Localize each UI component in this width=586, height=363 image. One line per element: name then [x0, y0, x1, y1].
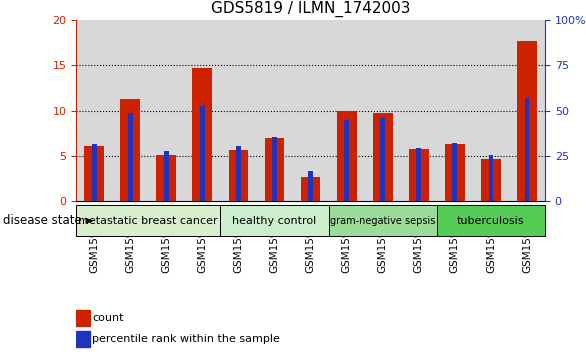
Bar: [401, 20, 437, 201]
Bar: [156, 155, 176, 201]
Text: tuberculosis: tuberculosis: [457, 216, 524, 225]
Bar: [265, 138, 284, 201]
Text: metastatic breast cancer: metastatic breast cancer: [79, 216, 218, 225]
Bar: [200, 106, 205, 201]
Bar: [437, 20, 473, 201]
Bar: [452, 143, 457, 201]
Text: count: count: [92, 313, 124, 323]
Bar: [409, 149, 429, 201]
Bar: [272, 137, 277, 201]
Text: disease state ►: disease state ►: [3, 214, 94, 227]
Bar: [345, 120, 349, 201]
Bar: [164, 151, 169, 201]
Bar: [236, 146, 241, 201]
Text: gram-negative sepsis: gram-negative sepsis: [330, 216, 435, 225]
Bar: [148, 20, 185, 201]
Bar: [257, 20, 292, 201]
Bar: [220, 205, 329, 236]
Bar: [473, 20, 509, 201]
Bar: [84, 146, 104, 201]
Bar: [337, 111, 356, 201]
Bar: [185, 20, 220, 201]
Bar: [308, 171, 313, 201]
Bar: [76, 331, 90, 347]
Bar: [220, 20, 257, 201]
Bar: [437, 205, 545, 236]
Bar: [380, 118, 385, 201]
Bar: [76, 20, 113, 201]
Bar: [229, 150, 248, 201]
Title: GDS5819 / ILMN_1742003: GDS5819 / ILMN_1742003: [211, 1, 410, 17]
Bar: [292, 20, 329, 201]
Bar: [92, 144, 97, 201]
Bar: [489, 155, 493, 201]
Bar: [364, 20, 401, 201]
Bar: [373, 113, 393, 201]
Bar: [113, 20, 148, 201]
Bar: [481, 159, 501, 201]
Text: healthy control: healthy control: [233, 216, 316, 225]
Bar: [76, 205, 220, 236]
Bar: [192, 68, 212, 201]
Bar: [329, 205, 437, 236]
Bar: [76, 310, 90, 326]
Bar: [329, 20, 364, 201]
Bar: [445, 144, 465, 201]
Bar: [524, 98, 529, 201]
Bar: [301, 177, 321, 201]
Bar: [517, 41, 537, 201]
Bar: [120, 99, 140, 201]
Bar: [509, 20, 545, 201]
Bar: [128, 113, 132, 201]
Bar: [417, 148, 421, 201]
Text: percentile rank within the sample: percentile rank within the sample: [92, 334, 280, 344]
